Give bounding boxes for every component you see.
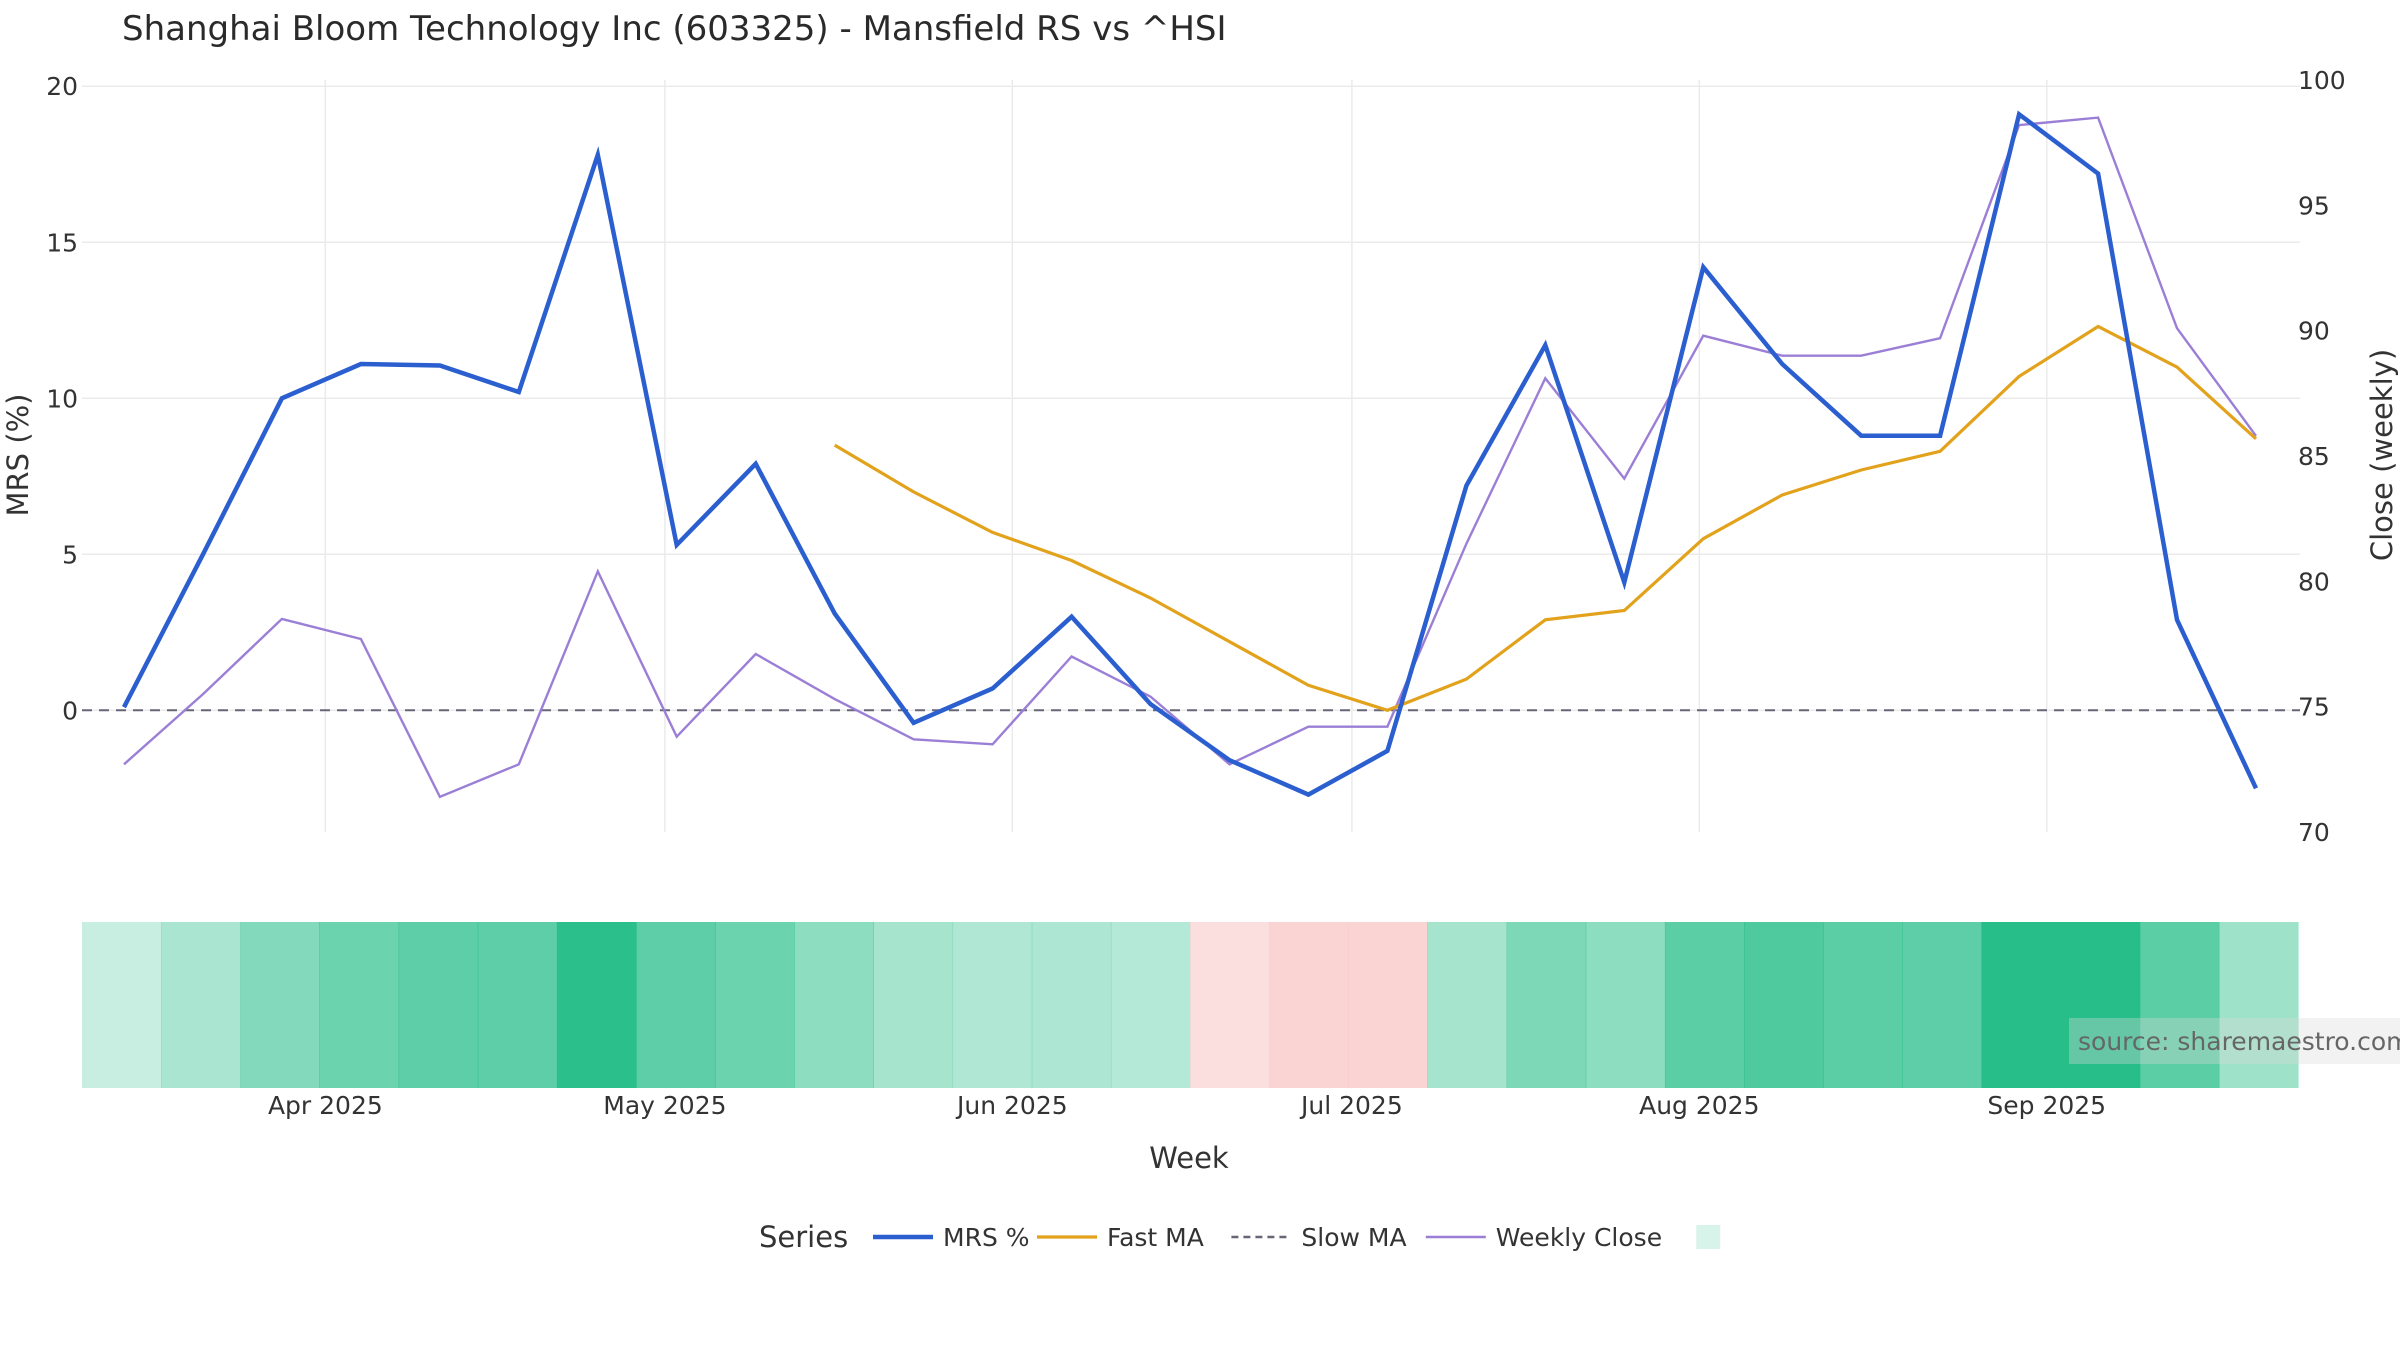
y-right-tick-label: 85 [2298,442,2330,471]
heat-cell [1110,922,1191,1088]
heat-cell [1664,922,1745,1088]
y-left-tick-label: 20 [46,72,78,101]
y-left-tick-label: 0 [62,696,78,725]
heat-cell [1823,922,1903,1088]
legend-label: Slow MA [1301,1223,1406,1252]
x-tick-label: Jul 2025 [1299,1091,1403,1120]
y-right-tick-label: 70 [2298,818,2330,847]
heat-cell [1744,922,1824,1088]
heat-cell [1031,922,1112,1088]
heat-cell [240,922,320,1088]
x-tick-label: Aug 2025 [1639,1091,1759,1120]
heat-cell [1190,922,1270,1088]
legend-label: Fast MA [1107,1223,1204,1252]
heat-cell [1269,922,1349,1088]
heat-cell [319,922,400,1088]
heat-cell [82,922,162,1088]
x-ticks: Apr 2025 May 2025 Jun 2025 Jul 2025 Aug 2025… [268,1091,2106,1120]
legend-title: Series [759,1220,848,1254]
heat-cell [556,922,637,1088]
heat-cell [636,922,716,1088]
x-tick-label: Sep 2025 [1987,1091,2106,1120]
heat-cell [398,922,479,1088]
heat-cell [1348,922,1428,1088]
heat-cell [2139,922,2220,1088]
heat-cell [952,922,1033,1088]
heat-strip [82,922,2299,1088]
heat-cell [2060,922,2141,1088]
legend: Series MRS % Fast MA Slow MA Weekly Close [759,1220,1721,1254]
y-left-tick-label: 10 [46,384,78,413]
heat-cell [477,922,558,1088]
series-line-close [123,116,2257,799]
y-right-tick-label: 75 [2298,693,2330,722]
y-right-label: Close (weekly) [2365,349,2399,561]
heat-cell [715,922,795,1088]
series-line-mrs [122,110,2259,798]
series-layer [122,110,2259,799]
y-right-tick-label: 90 [2298,317,2330,346]
y-right-tick-label: 80 [2298,567,2330,596]
heat-cell [1585,922,1666,1088]
y-left-ticks: 0 5 10 15 20 [46,72,78,725]
y-left-tick-label: 15 [46,228,78,257]
x-tick-label: Apr 2025 [268,1091,383,1120]
grid [82,80,2300,832]
source-label: source: sharemaestro.com [2078,1027,2400,1056]
source-box [2069,1018,2400,1064]
legend-item: Weekly Close [1425,1223,1662,1252]
legend-item: Fast MA [1037,1223,1204,1252]
x-tick-label: Jun 2025 [955,1091,1068,1120]
y-right-tick-label: 100 [2298,66,2346,95]
heat-cell [1427,922,1508,1088]
y-left-tick-label: 5 [62,540,78,569]
heat-cell [1506,922,1587,1088]
legend-item: Slow MA [1231,1223,1407,1252]
x-tick-label: May 2025 [603,1091,726,1120]
legend-label: Weekly Close [1496,1223,1662,1252]
heat-cell [161,922,241,1088]
y-right-ticks: 70 75 80 85 90 95 100 [2298,66,2346,847]
heat-cell [1981,922,2062,1088]
legend-item [1696,1225,1721,1249]
heat-cell [794,922,874,1088]
heat-cell [1902,922,1982,1088]
series-line-fast [833,324,2258,712]
legend-swatch [1696,1225,1721,1249]
legend-label: MRS % [943,1223,1030,1252]
x-axis-label: Week [1149,1141,1229,1175]
y-right-tick-label: 95 [2298,191,2330,220]
legend-item: MRS % [873,1223,1030,1252]
y-left-label: MRS (%) [1,394,35,517]
heat-cell [873,922,954,1088]
heat-cell [2218,922,2299,1088]
chart-title: Shanghai Bloom Technology Inc (603325) -… [122,9,1227,49]
